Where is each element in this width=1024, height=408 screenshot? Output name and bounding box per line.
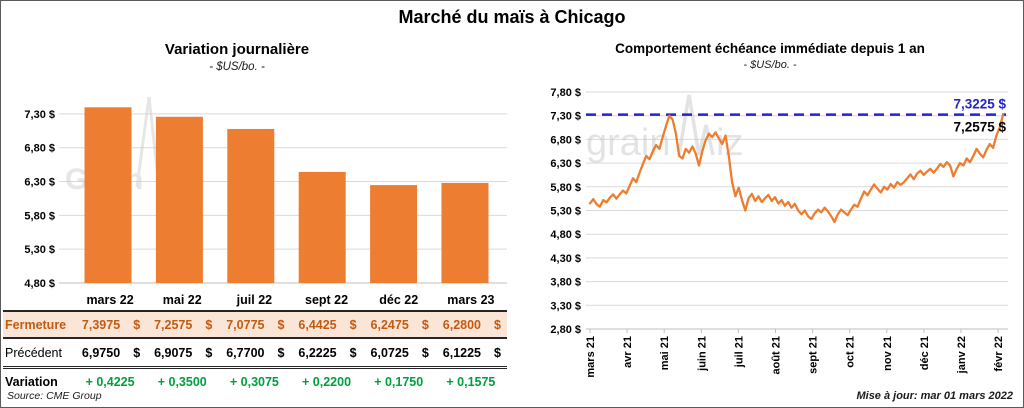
value-cell: 6,4425 $	[290, 311, 363, 339]
value-cell: 6,2800 $	[434, 311, 507, 339]
y-axis-tick-label: 7,30 $	[550, 111, 581, 123]
table-row-precedent: Précédent 6,9750 $6,9075 $6,7700 $6,2225 $6,0…	[3, 338, 507, 369]
month-header: sept 22	[290, 289, 363, 312]
y-axis-tick-label: 5,30 $	[550, 206, 581, 218]
x-axis-tick-label: juil 21	[733, 336, 745, 368]
month-header: mai 22	[146, 289, 219, 312]
y-axis-tick-label: 5,80 $	[550, 182, 581, 194]
price-table: mars 22 mai 22 juil 22 sept 22 déc 22 mars 23…	[3, 289, 507, 394]
page-title: Marché du maïs à Chicago	[398, 7, 626, 27]
value-cell: + 0,2200	[302, 374, 352, 389]
bar-mai 22	[155, 116, 203, 284]
y-axis-tick-label: 6,30 $	[24, 177, 55, 189]
month-header: juil 22	[218, 289, 291, 312]
y-axis-tick-label: 4,30 $	[550, 253, 581, 265]
bar-mars 23	[441, 182, 489, 283]
line-chart-title: Comportement échéance immédiate depuis 1…	[615, 41, 925, 56]
table-row-variation: Variation + 0,4225 + 0,3500 + 0,3075 + 0,220…	[3, 368, 507, 395]
y-axis-tick-label: 4,80 $	[550, 229, 581, 241]
updated-note: Mise à jour: mar 01 mars 2022	[856, 390, 1013, 402]
value-cell: + 0,1750	[374, 374, 424, 389]
row-label: Variation	[5, 374, 58, 389]
bar-chart-title: Variation journalière	[164, 41, 310, 58]
row-label: Précédent	[3, 338, 74, 369]
bar-juil 22	[227, 128, 275, 283]
x-axis-tick-label: août 21	[771, 336, 783, 375]
front-month-line-chart: 2,80 $ 3,30 $ 3,80 $ 4,30 $ 4,80 $ 5,30 $ 5,80…	[550, 87, 1008, 378]
y-axis-tick-label: 7,30 $	[24, 109, 55, 121]
table-row-fermeture: Fermeture 7,3975 $7,2575 $7,0775 $6,4425 $6,2…	[3, 311, 507, 339]
y-axis-tick-label: 2,80 $	[550, 324, 581, 336]
value-cell: 7,0775 $	[218, 311, 291, 339]
value-cell: + 0,3075	[229, 374, 279, 389]
svg-text:grain: grain	[586, 122, 671, 164]
month-header: déc 22	[362, 289, 435, 312]
front-month-price-line	[588, 113, 1005, 224]
y-axis-tick-label: 6,30 $	[550, 158, 581, 170]
x-axis-tick-label: mai 21	[659, 336, 671, 370]
bar-déc 22	[370, 185, 418, 283]
y-axis-tick-label: 6,80 $	[550, 134, 581, 146]
value-cell: 7,2575 $	[146, 311, 219, 339]
y-axis-tick-label: 5,80 $	[24, 210, 55, 222]
x-axis-tick-label: oct 21	[845, 336, 857, 368]
x-axis-tick-label: mars 21	[585, 336, 597, 378]
bar-mars 22	[84, 107, 132, 283]
x-axis-tick-label: déc 21	[919, 336, 931, 370]
value-cell: 6,9750 $	[74, 338, 147, 369]
y-axis-tick-label: 3,30 $	[550, 300, 581, 312]
bar-chart-subtitle: - $US/bo. -	[209, 61, 265, 73]
x-axis-tick-label: avr 21	[622, 336, 634, 368]
x-axis-tick-label: nov 21	[882, 336, 894, 371]
y-axis-tick-label: 4,80 $	[24, 278, 55, 289]
value-cell: 6,9075 $	[146, 338, 219, 369]
x-axis-tick-label: sept 21	[808, 336, 820, 374]
y-axis-tick-label: 3,80 $	[550, 277, 581, 289]
value-cell: + 0,3500	[157, 374, 207, 389]
row-label: Fermeture	[3, 311, 74, 339]
line-chart-subtitle: - $US/bo. -	[743, 59, 797, 71]
table-corner-cell	[3, 289, 74, 312]
value-cell: 6,1225 $	[434, 338, 507, 369]
month-header: mars 23	[434, 289, 507, 312]
y-axis-tick-label: 7,80 $	[550, 87, 581, 99]
value-cell: 6,0725 $	[362, 338, 435, 369]
y-axis-tick-label: 6,80 $	[24, 143, 55, 155]
value-cell: + 0,1575	[446, 374, 496, 389]
table-header-row: mars 22 mai 22 juil 22 sept 22 déc 22 mars 23	[3, 289, 507, 312]
month-header: mars 22	[74, 289, 147, 312]
value-cell: 6,7700 $	[218, 338, 291, 369]
y-axis-tick-label: 5,30 $	[24, 244, 55, 256]
last-value-label: 7,2575 $	[953, 120, 1006, 135]
bar-sept 22	[298, 171, 346, 283]
daily-variation-bar-chart: 4,80 $5,30 $5,80 $6,30 $6,80 $7,30 $Grai…	[24, 96, 507, 289]
x-axis-tick-label: juin 21	[696, 336, 708, 372]
value-cell: 7,3975 $	[74, 311, 147, 339]
value-cell: + 0,4225	[85, 374, 135, 389]
value-cell: 6,2475 $	[362, 311, 435, 339]
x-axis-tick-label: févr 22	[993, 336, 1005, 371]
source-note: Source: CME Group	[7, 390, 102, 402]
reference-high-label: 7,3225 $	[953, 97, 1006, 112]
x-axis-tick-label: janv 22	[956, 336, 968, 374]
value-cell: 6,2225 $	[290, 338, 363, 369]
